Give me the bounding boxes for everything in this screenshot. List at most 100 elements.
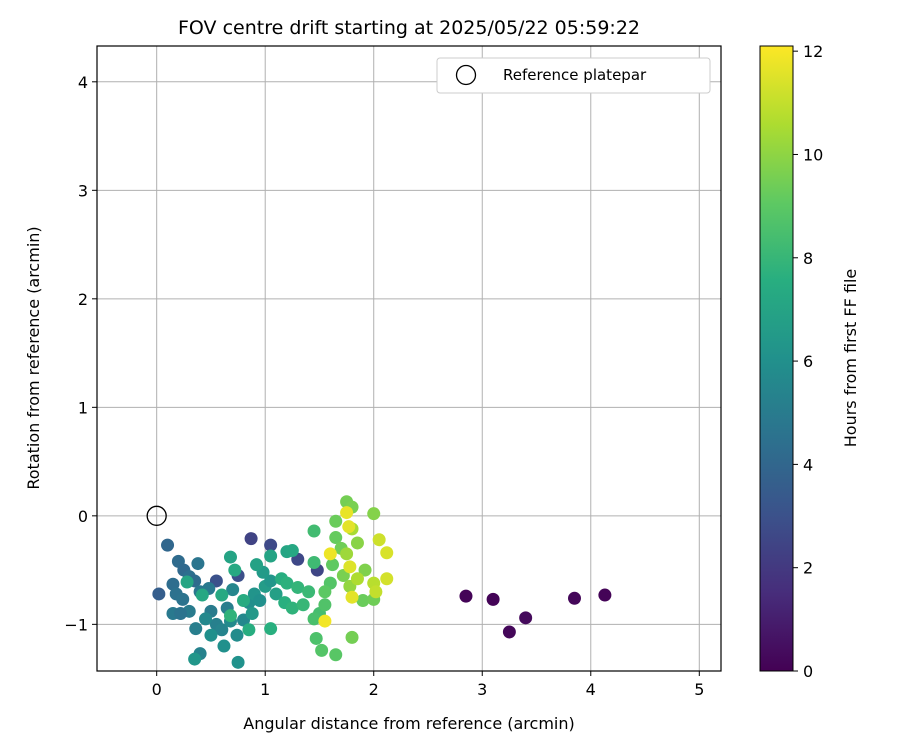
data-point	[264, 622, 278, 636]
colorbar-tick-label: 0	[803, 662, 813, 681]
data-point	[356, 593, 370, 607]
data-point	[180, 575, 194, 589]
y-axis-label: Rotation from reference (arcmin)	[24, 226, 43, 489]
data-point	[174, 606, 188, 620]
data-point	[230, 628, 244, 642]
data-point	[231, 655, 245, 669]
data-point	[223, 609, 237, 623]
data-point	[329, 531, 343, 545]
data-point	[380, 546, 394, 560]
data-point	[307, 555, 321, 569]
data-point	[217, 639, 231, 653]
y-tick-label: 4	[78, 73, 88, 92]
data-point	[189, 622, 203, 636]
data-point	[264, 538, 278, 552]
data-point	[307, 524, 321, 538]
grid-lines	[97, 46, 721, 671]
x-tick-label: 0	[152, 680, 162, 699]
data-point	[280, 576, 294, 590]
colorbar-label: Hours from first FF file	[841, 269, 860, 448]
x-tick-label: 5	[694, 680, 704, 699]
legend-box	[436, 57, 711, 94]
data-point	[223, 550, 237, 564]
data-point	[519, 611, 533, 625]
data-point	[152, 587, 166, 601]
data-point	[285, 544, 299, 558]
data-point	[325, 558, 339, 572]
data-point	[191, 557, 205, 571]
colorbar-tick-label: 12	[803, 42, 823, 61]
data-point	[215, 623, 229, 637]
data-point	[245, 606, 259, 620]
data-point	[567, 591, 581, 605]
colorbar-ticks: 0 2 4 6 8 10 12	[793, 42, 823, 681]
y-tick-label: 3	[78, 181, 88, 200]
data-point	[195, 588, 209, 602]
data-point	[350, 536, 364, 550]
data-point	[329, 514, 343, 528]
data-point	[264, 549, 278, 563]
x-tick-label: 4	[586, 680, 596, 699]
data-point	[228, 563, 242, 577]
data-point	[345, 630, 359, 644]
data-point	[291, 580, 305, 594]
data-point	[161, 538, 175, 552]
data-point	[598, 588, 612, 602]
data-point	[459, 589, 473, 603]
data-point	[253, 593, 267, 607]
data-point	[242, 623, 256, 637]
data-point	[215, 588, 229, 602]
colorbar-tick-label: 4	[803, 455, 813, 474]
data-point	[318, 614, 332, 628]
colorbar-tick-label: 2	[803, 559, 813, 578]
data-point	[369, 585, 383, 599]
x-tick-label: 1	[260, 680, 270, 699]
colorbar	[759, 45, 794, 672]
data-point	[340, 506, 354, 520]
legend-marker	[455, 64, 477, 86]
data-point	[380, 572, 394, 586]
x-tick-label: 3	[477, 680, 487, 699]
data-point	[342, 520, 356, 534]
legend-label: Reference platepar	[503, 66, 647, 84]
data-point	[502, 625, 516, 639]
data-point	[315, 643, 329, 657]
data-point	[350, 572, 364, 586]
y-tick-label: 2	[78, 290, 88, 309]
data-point	[323, 547, 337, 561]
plot-frame	[96, 45, 722, 672]
data-point	[329, 648, 343, 662]
reference-marker-group	[146, 505, 167, 526]
data-point	[285, 601, 299, 615]
colorbar-tick-label: 8	[803, 249, 813, 268]
data-point	[372, 533, 386, 547]
data-point	[358, 563, 372, 577]
data-point	[199, 612, 213, 626]
y-tick-label: 0	[78, 507, 88, 526]
data-point	[307, 612, 321, 626]
data-point	[244, 532, 258, 546]
chart-title: FOV centre drift starting at 2025/05/22 …	[178, 17, 640, 39]
data-point	[318, 585, 332, 599]
data-point	[269, 587, 283, 601]
data-point	[343, 560, 357, 574]
data-point	[250, 558, 264, 572]
y-axis-ticks: −1 0 1 2 3 4	[64, 73, 97, 634]
legend: Reference platepar	[436, 57, 711, 94]
x-tick-label: 2	[369, 680, 379, 699]
data-point	[367, 507, 381, 521]
reference-marker	[146, 505, 167, 526]
data-point	[166, 577, 180, 591]
data-point	[188, 652, 202, 666]
colorbar-tick-label: 6	[803, 352, 813, 371]
y-tick-label: −1	[64, 615, 88, 634]
data-point	[345, 590, 359, 604]
data-point	[486, 592, 500, 606]
y-tick-label: 1	[78, 398, 88, 417]
colorbar-tick-label: 10	[803, 145, 823, 164]
data-point	[237, 593, 251, 607]
data-point	[296, 598, 310, 612]
data-point	[340, 547, 354, 561]
data-point	[302, 585, 316, 599]
